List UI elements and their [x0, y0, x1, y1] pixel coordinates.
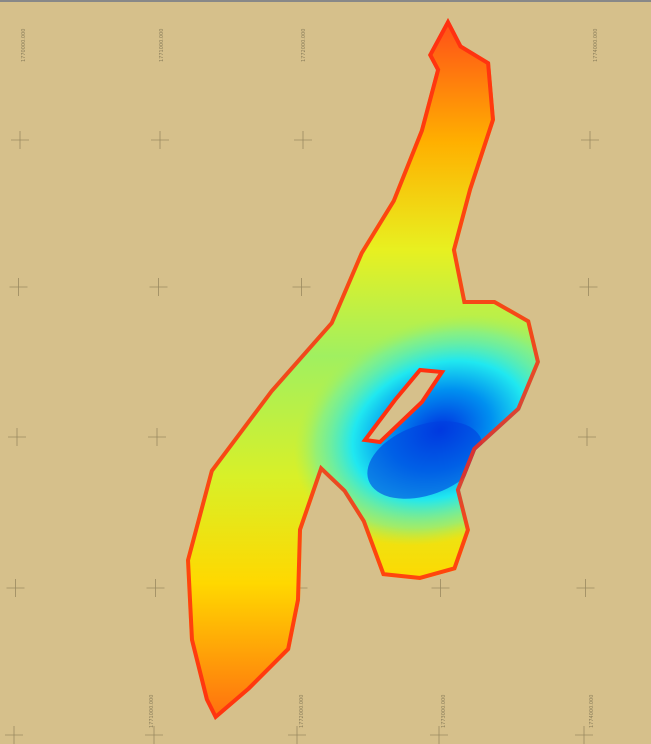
bottom-coordinate-label: 1773000.000	[441, 695, 447, 728]
top-coordinate-label: 1774000.000	[593, 29, 599, 62]
coordinate-labels: 1770000.000 1771000.000 1772000.000 1774000…	[21, 29, 599, 728]
bottom-coordinate-label: 1772000.000	[299, 695, 305, 728]
island	[361, 367, 446, 445]
top-coordinate-label: 1771000.000	[159, 29, 165, 62]
bottom-coordinate-label: 1771000.000	[149, 695, 155, 728]
top-coordinate-label: 1772000.000	[301, 29, 307, 62]
bottom-coordinate-label: 1774000.000	[589, 695, 595, 728]
top-coordinate-label: 1770000.000	[21, 29, 27, 62]
